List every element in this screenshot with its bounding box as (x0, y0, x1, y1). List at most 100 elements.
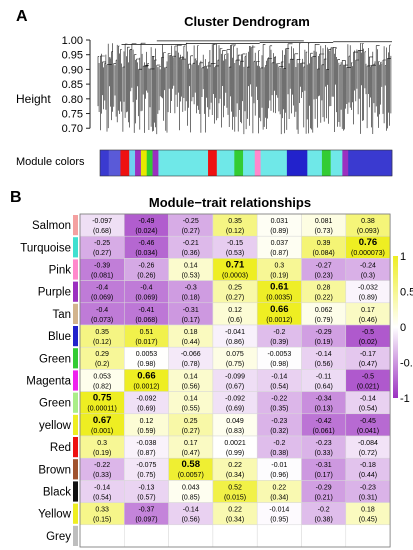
colorbar-segment (234, 150, 244, 176)
cell-pvalue: (0.27) (182, 228, 200, 235)
cell-value: 0.3 (97, 440, 107, 447)
cell-pvalue: (0.89) (359, 295, 377, 302)
cell-value: 0.14 (184, 373, 198, 380)
cell-pvalue: (0.27) (226, 295, 244, 302)
cell-value: 0.0053 (136, 351, 158, 358)
cell-value: -0.4 (140, 285, 152, 292)
colorbar-border (99, 149, 393, 177)
cell-pvalue: (0.54) (359, 406, 377, 413)
cell-pvalue: (0.59) (137, 428, 155, 435)
cell-pvalue: (0.22) (315, 295, 333, 302)
cell-pvalue: (0.2) (95, 361, 109, 368)
row-label: Magenta (26, 376, 71, 388)
cell-pvalue: (0.21) (315, 494, 333, 501)
colorbar-segment (158, 150, 209, 176)
row-label: Tan (52, 309, 71, 321)
cell-pvalue: (0.19) (315, 339, 333, 346)
cell-value: 0.28 (317, 285, 331, 292)
y-tick-label: 0.75 (62, 109, 83, 121)
cell-value: 0.081 (315, 218, 333, 225)
cell-value: 0.18 (361, 507, 375, 514)
cell-pvalue: (0.034) (135, 250, 157, 257)
cell-value: 0.22 (228, 507, 242, 514)
cell-value: -0.14 (271, 373, 287, 380)
cell-value: -0.25 (183, 218, 199, 225)
cell-value: -0.14 (316, 351, 332, 358)
row-color-swatch (73, 503, 78, 524)
colorbar-segment (260, 150, 288, 176)
cell-value: -0.25 (94, 240, 110, 247)
colorbar-segment (208, 150, 218, 176)
cell-value: 0.71 (226, 259, 245, 270)
dendrogram-title: Cluster Dendrogram (184, 14, 310, 29)
cell-pvalue: (0.33) (315, 450, 333, 457)
cell-pvalue: (0.64) (315, 383, 333, 390)
row-color-swatch (73, 525, 78, 546)
cell-pvalue: (0.83) (226, 428, 244, 435)
cell-pvalue: (0.47) (182, 450, 200, 457)
heatmap-cell (256, 524, 302, 548)
colorbar-segment (108, 150, 121, 176)
row-color-swatch (73, 414, 78, 435)
cell-pvalue: (0.3) (361, 272, 375, 279)
cell-pvalue: (0.82) (93, 383, 111, 390)
cell-value: 0.18 (184, 329, 198, 336)
cell-value: -0.37 (138, 507, 154, 514)
cell-pvalue: (0.000073) (351, 250, 385, 257)
cell-pvalue: (0.75) (226, 361, 244, 368)
row-color-swatch (73, 326, 78, 347)
cell-value: 0.25 (184, 418, 198, 425)
cell-value: -0.29 (316, 329, 332, 336)
heatmap-cell (124, 524, 169, 548)
heatmap-cell (345, 524, 391, 548)
colorbar-segment (140, 150, 148, 176)
cell-pvalue: (0.38) (315, 517, 333, 524)
cell-value: 0.51 (140, 329, 154, 336)
colorbar-segment (286, 150, 308, 176)
row-label: Blue (48, 331, 71, 343)
cell-value: 0.049 (226, 418, 244, 425)
cell-value: 0.22 (228, 462, 242, 469)
row-label: Green (39, 353, 71, 365)
cell-pvalue: (0.068) (135, 317, 157, 324)
row-color-swatch (73, 481, 78, 502)
row-color-swatch (73, 237, 78, 258)
row-label: Turquoise (20, 242, 71, 254)
heatmap-border (79, 213, 391, 548)
row-color-swatch (73, 370, 78, 391)
cell-value: -0.27 (316, 262, 332, 269)
cell-value: -0.2 (318, 507, 330, 514)
cell-value: -0.14 (183, 507, 199, 514)
cell-value: -0.42 (316, 418, 332, 425)
cell-pvalue: (0.79) (315, 317, 333, 324)
row-color-swatch (73, 303, 78, 324)
cell-value: -0.14 (360, 396, 376, 403)
cell-pvalue: (0.19) (270, 272, 288, 279)
cell-value: 0.39 (317, 240, 331, 247)
cell-value: -0.23 (271, 418, 287, 425)
cell-value: 0.075 (226, 351, 244, 358)
cell-pvalue: (0.00011) (87, 406, 116, 413)
cell-value: 0.58 (182, 459, 201, 470)
cell-value: -0.014 (269, 507, 289, 514)
cell-value: 0.17 (361, 307, 375, 314)
cell-value: 0.25 (228, 285, 242, 292)
panel-b-letter: B (10, 189, 22, 206)
cell-pvalue: (0.17) (182, 317, 200, 324)
cell-value: -0.5 (362, 329, 374, 336)
heatmap-cell (79, 524, 125, 548)
cell-pvalue: (0.73) (315, 228, 333, 235)
cell-pvalue: (0.017) (135, 339, 157, 346)
cell-value: 0.76 (359, 237, 378, 248)
legend-tick-label: 0 (400, 322, 406, 334)
dendrogram-tree (97, 40, 392, 135)
row-color-swatch (73, 259, 78, 280)
cell-value: 0.66 (270, 304, 289, 315)
cell-pvalue: (0.44) (359, 472, 377, 479)
colorbar-segment (216, 150, 235, 176)
cell-value: -0.29 (316, 484, 332, 491)
cell-value: -0.038 (137, 440, 157, 447)
cell-value: -0.15 (227, 240, 243, 247)
cell-pvalue: (0.57) (137, 494, 155, 501)
cell-value: -0.31 (183, 307, 199, 314)
